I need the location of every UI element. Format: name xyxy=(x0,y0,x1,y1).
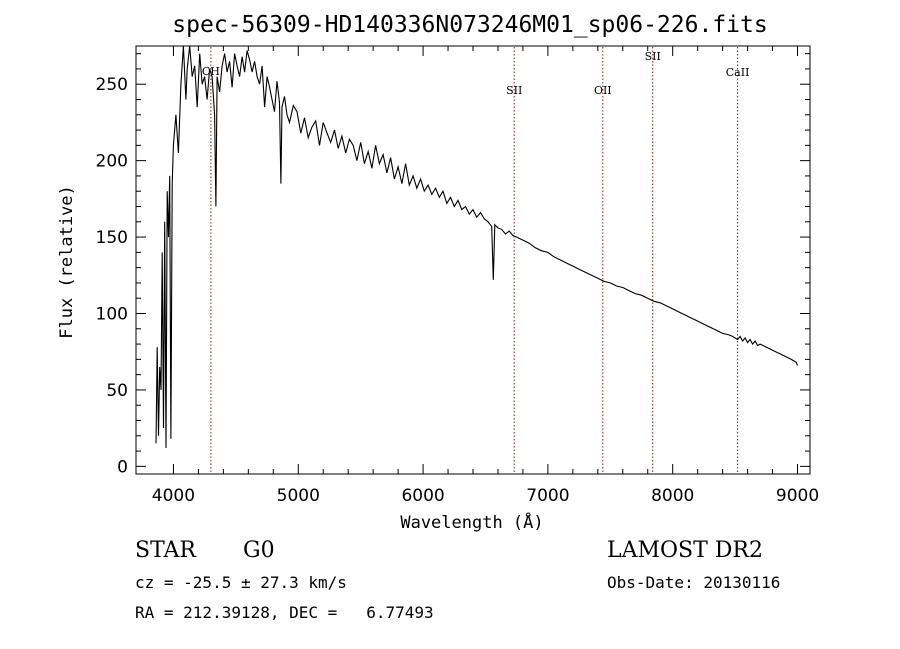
x-axis: 4000 5000 6000 7000 8000 9000 xyxy=(152,46,819,506)
x-tick-label: 6000 xyxy=(401,486,444,506)
spectral-line-label: OII xyxy=(594,84,612,97)
subclass: G0 xyxy=(243,538,275,563)
y-tick-label: 250 xyxy=(96,75,128,95)
spectral-line-label: CaII xyxy=(726,66,750,79)
y-axis: 0 50 100 150 200 250 xyxy=(96,53,810,477)
y-axis-label: Flux (relative) xyxy=(57,185,77,339)
x-tick-label: 5000 xyxy=(277,486,320,506)
y-tick-label: 50 xyxy=(106,381,128,401)
plot-frame xyxy=(135,45,811,475)
obs-date: Obs-Date: 20130116 xyxy=(607,573,781,592)
x-axis-label: Wavelength (Å) xyxy=(400,511,543,533)
ra-dec: RA = 212.39128, DEC = 6.77493 xyxy=(135,603,434,622)
cz-velocity: cz = -25.5 ± 27.3 km/s xyxy=(135,573,347,592)
y-tick-label: 0 xyxy=(117,457,128,477)
x-tick-label: 8000 xyxy=(651,486,694,506)
chart-title: spec-56309-HD140336N073246M01_sp06-226.f… xyxy=(172,12,767,38)
y-tick-label: 200 xyxy=(96,152,128,172)
object-class: STAR xyxy=(135,538,196,563)
spectrum-line xyxy=(155,45,799,449)
x-tick-label: 7000 xyxy=(526,486,569,506)
y-tick-label: 100 xyxy=(96,305,128,325)
survey-name: LAMOST DR2 xyxy=(607,538,763,563)
spectral-line-label: SII xyxy=(506,84,522,97)
y-tick-label: 150 xyxy=(96,228,128,248)
spectral-line-label: SII xyxy=(645,50,661,63)
x-tick-label: 9000 xyxy=(776,486,819,506)
x-tick-label: 4000 xyxy=(152,486,195,506)
